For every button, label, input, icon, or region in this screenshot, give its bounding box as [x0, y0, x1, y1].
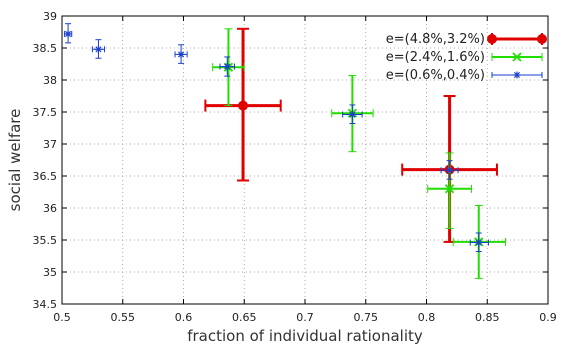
x-tick-label: 0.75	[354, 311, 379, 324]
y-tick-label: 35.5	[33, 234, 58, 247]
circle-marker	[487, 34, 497, 44]
series-3	[63, 23, 489, 253]
y-axis-label: social welfare	[6, 109, 24, 212]
x-tick-label: 0.85	[475, 311, 500, 324]
data-point	[91, 39, 106, 59]
star-marker	[475, 239, 483, 247]
data-point	[342, 104, 363, 125]
grid-lines	[62, 16, 548, 304]
x-tick-label: 0.5	[53, 311, 71, 324]
y-tick-label: 39	[43, 10, 57, 23]
data-point	[174, 44, 188, 64]
x-marker	[444, 184, 455, 194]
star-marker	[223, 63, 231, 71]
x-axis-label: fraction of individual rationality	[187, 327, 423, 345]
circle-marker	[238, 100, 249, 111]
x-tick-label: 0.9	[539, 311, 557, 324]
circle-marker	[537, 34, 547, 44]
x-tick-label: 0.65	[232, 311, 257, 324]
x-tick-label: 0.55	[111, 311, 136, 324]
x-marker	[512, 52, 522, 62]
x-tick-label: 0.6	[175, 311, 193, 324]
y-tick-label: 34.5	[33, 298, 58, 311]
x-tick-label: 0.8	[418, 311, 436, 324]
y-tick-label: 35	[43, 266, 57, 279]
y-tick-label: 37	[43, 138, 57, 151]
star-marker	[177, 50, 185, 58]
star-marker	[64, 30, 72, 38]
star-marker	[513, 71, 521, 79]
legend: e=(4.8%,3.2%) e=(2.4%,1.6%) e=(0.6%,0.4%)	[386, 32, 547, 83]
data-point	[440, 160, 459, 180]
x-tick-label: 0.7	[296, 311, 314, 324]
data-point	[469, 232, 489, 253]
y-tick-label: 38.5	[33, 42, 58, 55]
legend-label: e=(4.8%,3.2%)	[386, 32, 485, 47]
legend-entry: e=(2.4%,1.6%)	[386, 50, 543, 65]
legend-entry: e=(4.8%,3.2%)	[386, 32, 547, 47]
series-layer	[63, 23, 506, 279]
data-point	[63, 23, 73, 44]
star-marker	[348, 111, 356, 119]
legend-label: e=(0.6%,0.4%)	[386, 68, 485, 83]
axis-ticks: 0.5 0.55 0.6 0.65 0.7 0.75 0.8 0.85 0.9 34.5 35 35.…	[33, 10, 557, 324]
y-tick-label: 38	[43, 74, 57, 87]
star-marker	[446, 166, 454, 174]
legend-entry: e=(0.6%,0.4%)	[386, 68, 543, 83]
y-tick-label: 36	[43, 202, 57, 215]
y-tick-label: 36.5	[33, 170, 58, 183]
data-point	[204, 27, 282, 182]
star-marker	[94, 45, 102, 53]
data-point	[219, 56, 236, 77]
legend-label: e=(2.4%,1.6%)	[386, 50, 485, 65]
y-tick-label: 37.5	[33, 106, 58, 119]
